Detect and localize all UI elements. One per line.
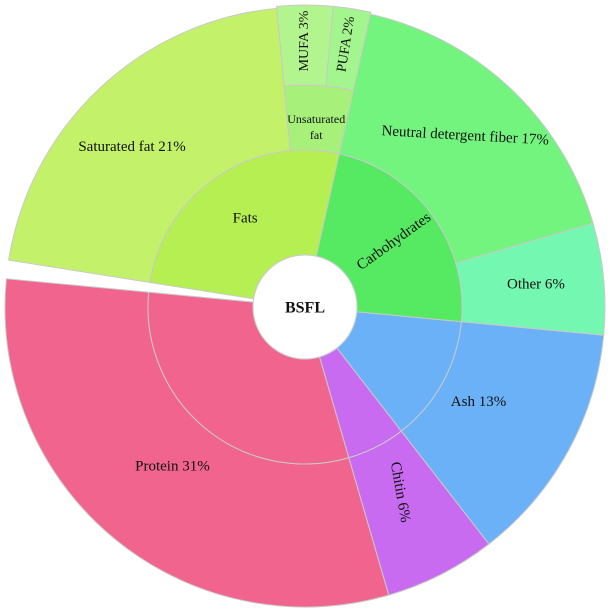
label-ash: Ash 13% [451, 394, 506, 410]
label-unsaturated-fat-line1: Unsaturated [287, 112, 345, 126]
label-other: Other 6% [507, 277, 565, 293]
label-protein: Protein 31% [135, 459, 210, 475]
center-label: BSFL [285, 300, 325, 317]
label-fats: Fats [233, 210, 258, 226]
label-mufa-3: MUFA 3% [297, 10, 312, 71]
label-saturated-fat: Saturated fat 21% [78, 139, 185, 155]
label-unsaturated-fat-line2: fat [310, 128, 323, 142]
center-hole [252, 254, 358, 360]
outer-ring [4, 4, 606, 608]
